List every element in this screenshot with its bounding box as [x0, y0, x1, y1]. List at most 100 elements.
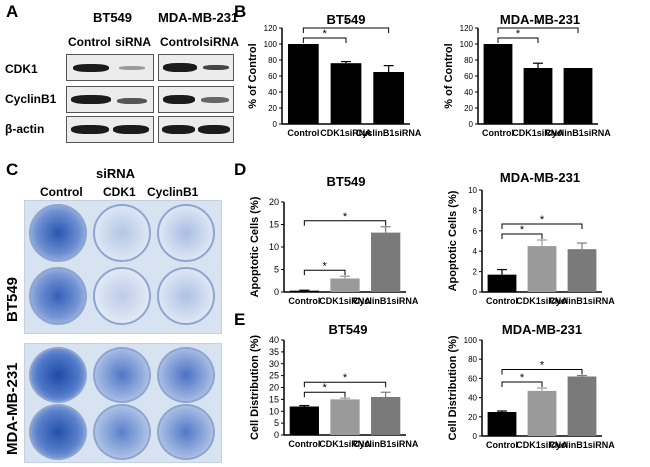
b-bt549-title: BT549 — [326, 12, 365, 27]
b-mda-ylabel: % of Control — [443, 43, 455, 108]
d-bt549-ylabel: Apoptotic Cells (%) — [249, 196, 261, 297]
d-mda-bar-0 — [487, 274, 517, 292]
panel-letter-d: D — [234, 160, 247, 179]
b-mda-sig-bracket-0 — [497, 37, 539, 43]
blot-bt549-actin — [66, 116, 154, 143]
well-mda-cdk1-1 — [93, 347, 151, 403]
well-bt549-cyclinb1-2 — [157, 267, 215, 325]
b-bt549-sig-star-1: * — [344, 18, 349, 30]
blot-bt549-cyclinb1 — [66, 86, 154, 113]
colony-col-cyclinb1: CyclinB1 — [147, 185, 199, 199]
e-mda-ylabel: Cell Distribution (%) — [447, 335, 459, 440]
d-bt549-ytick-label-4: 20 — [269, 197, 279, 207]
b-mda-category-2: CyclinB1siRNA — [545, 128, 611, 138]
b-mda-ytick-label-4: 80 — [464, 56, 473, 65]
panel-letter-b: B — [234, 2, 247, 21]
b-mda-ytick-label-5: 100 — [460, 40, 474, 49]
blot-bt549-cdk1 — [66, 54, 154, 81]
well-mda-cdk1-2 — [93, 404, 151, 460]
blot-mda-actin — [158, 116, 234, 143]
e-mda-title: MDA-MB-231 — [502, 322, 582, 337]
wb-protein-cyclinb1: CyclinB1 — [5, 92, 57, 106]
d-mda-sig-bracket-1 — [501, 223, 583, 229]
panel-letter-e: E — [234, 310, 246, 329]
wb-protein-cdk1: CDK1 — [5, 62, 38, 76]
e-bt549-ylabel: Cell Distribution (%) — [249, 335, 261, 440]
e-bt549-sig-bracket-1 — [303, 381, 387, 388]
b-mda-sig-star-1: * — [536, 18, 541, 30]
b-mda-ytick-label-2: 40 — [464, 88, 473, 97]
b-mda-ytick-label-1: 20 — [464, 104, 473, 113]
b-bt549-bar-0 — [287, 44, 319, 124]
blot-mda-cyclinb1 — [158, 86, 234, 113]
b-mda-category-0: Control — [482, 128, 514, 138]
well-bt549-cyclinb1-1 — [157, 204, 215, 262]
d-bt549-ytick-label-0: 0 — [274, 287, 279, 297]
d-mda-ylabel: Apoptotic Cells (%) — [447, 190, 459, 291]
wb-protein-actin: β-actin — [5, 122, 45, 136]
plate-bt549 — [24, 200, 222, 334]
d-bt549-bar-1 — [330, 278, 360, 292]
d-bt549-bar-0 — [289, 290, 319, 292]
b-bt549-bar-2 — [373, 72, 405, 124]
b-bt549-sig-bracket-0 — [302, 37, 347, 43]
e-bt549-sig-star-0: * — [323, 382, 328, 394]
e-mda-category-1: CDK1siRNA — [516, 440, 568, 450]
d-mda-sig-star-0: * — [520, 224, 525, 236]
d-mda-sig-star-1: * — [540, 214, 545, 226]
b-mda-ytick-label-0: 0 — [469, 120, 474, 129]
d-mda-ytick-label-5: 10 — [468, 186, 477, 195]
well-bt549-control-2 — [29, 267, 87, 325]
e-mda-bar-2 — [567, 376, 597, 436]
e-bt549-category-1: CDK1siRNA — [319, 439, 371, 449]
d-mda-category-0: Control — [486, 296, 518, 306]
d-bt549-sig-star-1: * — [343, 211, 348, 223]
e-bt549-ytick-label-2: 10 — [269, 406, 279, 416]
well-mda-control-2 — [29, 404, 87, 460]
wb-lane-sirna-1: siRNA — [115, 35, 152, 49]
colony-col-cdk1: CDK1 — [103, 185, 136, 199]
b-bt549-ytick-label-2: 40 — [268, 88, 277, 97]
b-bt549-ytick-label-3: 60 — [268, 72, 277, 81]
plate-mda — [24, 343, 222, 463]
e-mda-bar-0 — [487, 412, 517, 436]
d-mda-ytick-label-2: 4 — [473, 247, 478, 256]
well-mda-control-1 — [29, 347, 87, 403]
e-bt549-category-0: Control — [288, 439, 320, 449]
e-bt549-title: BT549 — [328, 322, 367, 337]
d-mda-title: MDA-MB-231 — [500, 170, 580, 185]
d-bt549-ytick-label-3: 15 — [269, 220, 279, 230]
d-mda-ytick-label-1: 2 — [473, 268, 478, 277]
well-mda-cyclinb1-1 — [157, 347, 215, 403]
d-mda-category-1: CDK1siRNA — [516, 296, 568, 306]
e-bt549-ytick-label-8: 40 — [269, 335, 279, 345]
b-bt549-bar-1 — [330, 63, 362, 124]
d-mda-sig-bracket-0 — [501, 233, 543, 239]
d-bt549-ytick-label-2: 10 — [269, 242, 279, 252]
b-bt549-category-0: Control — [287, 128, 319, 138]
e-bt549-ytick-label-6: 30 — [269, 359, 279, 369]
b-mda-bar-1 — [523, 68, 553, 124]
b-mda-bar-2 — [563, 68, 593, 124]
e-mda-ytick-label-4: 80 — [468, 355, 477, 364]
e-bt549-ytick-label-3: 15 — [269, 394, 279, 404]
d-bt549-sig-bracket-1 — [303, 220, 387, 226]
e-mda-ytick-label-3: 60 — [468, 374, 477, 383]
b-bt549-category-1: CDK1siRNA — [320, 128, 372, 138]
e-mda-ytick-label-5: 100 — [464, 336, 478, 345]
b-mda-title: MDA-MB-231 — [500, 12, 580, 27]
e-bt549-ytick-label-7: 35 — [269, 347, 279, 357]
b-bt549-ytick-label-4: 80 — [268, 56, 277, 65]
well-bt549-cdk1-2 — [93, 267, 151, 325]
d-mda-category-2: CyclinB1siRNA — [549, 296, 615, 306]
d-bt549-ytick-label-1: 5 — [274, 265, 279, 275]
d-mda-ytick-label-3: 6 — [473, 227, 478, 236]
d-mda-bar-1 — [527, 246, 557, 292]
e-bt549-ytick-label-0: 0 — [274, 430, 279, 440]
d-bt549-bar-2 — [371, 232, 401, 292]
colony-col-control: Control — [40, 185, 83, 199]
wb-cellline-mda: MDA-MB-231 — [158, 10, 239, 25]
e-mda-ytick-label-2: 40 — [468, 394, 477, 403]
b-bt549-sig-bracket-1 — [302, 27, 390, 33]
